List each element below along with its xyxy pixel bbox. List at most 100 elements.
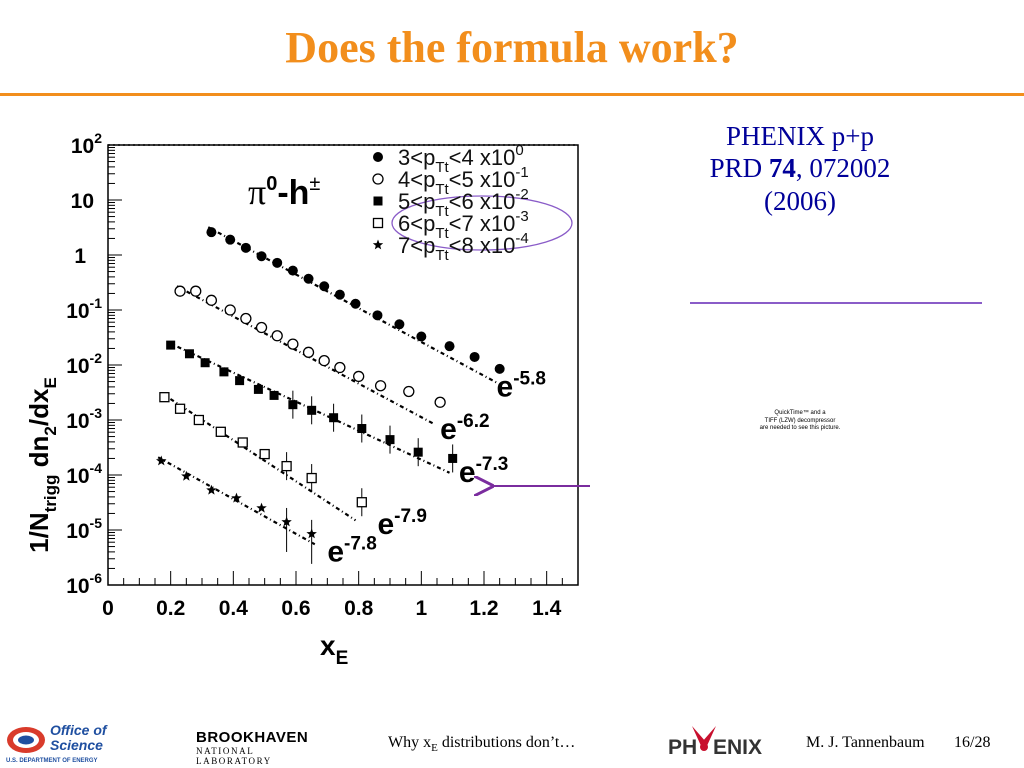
marker-shape [319, 281, 330, 292]
data-point-series-2 [334, 361, 346, 374]
data-point-series-2 [240, 312, 252, 325]
y-tick-label: 1 [74, 245, 86, 268]
reference-page: , 072002 [795, 153, 891, 184]
y-tick-label: 10-4 [66, 460, 102, 488]
legend-text-b: <7 x10 [449, 211, 516, 236]
slide-title: Does the formula work? [285, 23, 739, 72]
legend-text-a: 4<p [398, 167, 435, 192]
legend-highlight-ellipse [391, 195, 573, 251]
fit-line-4 [160, 392, 357, 522]
marker-shape [374, 380, 387, 392]
y-tick-base: 10 [66, 300, 89, 323]
marker-shape [225, 234, 236, 245]
y-axis-label-sub1: trigg [41, 475, 60, 513]
data-point-series-1 [372, 310, 383, 321]
phenix-logo: PH ENIX [668, 726, 762, 759]
marker-shape [219, 367, 229, 377]
y-axis-label-part2: dn [24, 436, 54, 475]
y-tick-exponent: -2 [90, 350, 103, 366]
data-point-series-3 [200, 358, 210, 368]
quicktime-line3: are needed to see this picture. [759, 425, 841, 431]
data-point-series-3 [184, 349, 194, 359]
marker-shape [224, 304, 236, 316]
marker-shape [166, 340, 176, 350]
data-point-series-1 [416, 331, 427, 342]
legend-text-b: <4 x10 [449, 145, 516, 170]
pi-superscript: 0 [266, 173, 277, 195]
data-point-series-5 [281, 516, 292, 527]
y-tick-exponent: 2 [94, 130, 102, 146]
marker-shape [287, 338, 299, 350]
data-point-series-2 [224, 304, 236, 316]
y-tick-base: 10 [71, 190, 94, 213]
marker-shape [281, 516, 292, 527]
data-point-series-2 [271, 330, 283, 342]
legend-marker-5 [372, 239, 384, 250]
quicktime-placeholder: QuickTime™ and a TIFF (LZW) decompressor… [740, 410, 860, 433]
data-point-series-5 [306, 528, 317, 539]
x-axis-label: xE [320, 630, 348, 669]
data-point-series-5 [156, 455, 167, 466]
data-point-series-4 [306, 472, 317, 484]
marker-shape [206, 484, 217, 495]
marker-shape [306, 472, 317, 484]
data-point-series-1 [225, 234, 236, 245]
x-tick-label: 1 [415, 597, 427, 620]
marker-shape [174, 403, 186, 414]
marker-shape [394, 319, 405, 330]
marker-shape [434, 396, 446, 408]
marker-shape [253, 384, 263, 394]
data-point-series-1 [303, 273, 314, 284]
marker-shape [240, 242, 251, 253]
y-tick-base: 10 [71, 135, 94, 158]
reference-line3: (2006) [764, 185, 836, 216]
marker-shape [159, 392, 170, 403]
data-point-series-3 [235, 376, 245, 386]
data-point-series-1 [206, 227, 217, 238]
x-tick-label: 0.4 [219, 597, 249, 620]
y-tick-exponent: -1 [90, 295, 103, 311]
marker-shape [215, 426, 226, 437]
legend-entry-4: 6<pTt<7 x10-3 [398, 208, 529, 242]
y-tick-base: 10 [66, 465, 89, 488]
marker-shape [240, 312, 252, 325]
marker-shape [350, 298, 361, 309]
legend-text-sub: Tt [435, 225, 449, 242]
legend-marker-2 [372, 173, 384, 185]
legend-text-b: <5 x10 [449, 167, 516, 192]
office-of-science-logo: Office of Science U.S. DEPARTMENT OF ENE… [6, 722, 108, 764]
legend-entry-1: 3<pTt<4 x100 [398, 142, 524, 176]
marker-shape [373, 196, 383, 206]
y-tick-label: 102 [71, 130, 102, 158]
data-point-series-1 [334, 289, 345, 300]
marker-shape [255, 321, 268, 334]
data-point-series-2 [374, 380, 387, 392]
legend-marker-3 [373, 196, 383, 206]
fit-line-5 [157, 456, 316, 546]
data-point-series-2 [318, 354, 330, 367]
fit-label-e: e [377, 508, 394, 541]
y-tick-base: 10 [66, 410, 89, 433]
marker-shape [416, 331, 427, 342]
data-point-series-1 [444, 341, 455, 352]
legend-text-sup: -1 [515, 164, 528, 181]
legend-text-a: 7<p [398, 233, 435, 258]
data-point-series-1 [469, 351, 480, 362]
fit-label-e: e [459, 456, 476, 489]
marker-shape [190, 285, 202, 297]
fit-label-exponent: -7.3 [476, 454, 509, 475]
marker-shape [256, 251, 267, 262]
marker-shape [259, 448, 270, 460]
data-point-series-1 [350, 298, 361, 309]
fit-label-exponent: -7.8 [344, 533, 377, 554]
footer-caption-suffix: distributions don’t… [437, 734, 576, 751]
marker-shape [469, 351, 480, 362]
y-tick-label: 10-5 [66, 515, 102, 543]
reference-citation: PHENIX p+p PRD 74, 072002 (2006) [650, 120, 950, 217]
y-tick-base: 10 [66, 355, 89, 378]
legend-text-b: <6 x10 [449, 189, 516, 214]
y-axis-label: 1/Ntrigg dn2/dxE [24, 377, 60, 553]
legend-entry-2: 4<pTt<5 x10-1 [398, 164, 529, 198]
y-tick-exponent: -6 [90, 570, 103, 586]
x-tick-label: 1.4 [532, 597, 562, 620]
